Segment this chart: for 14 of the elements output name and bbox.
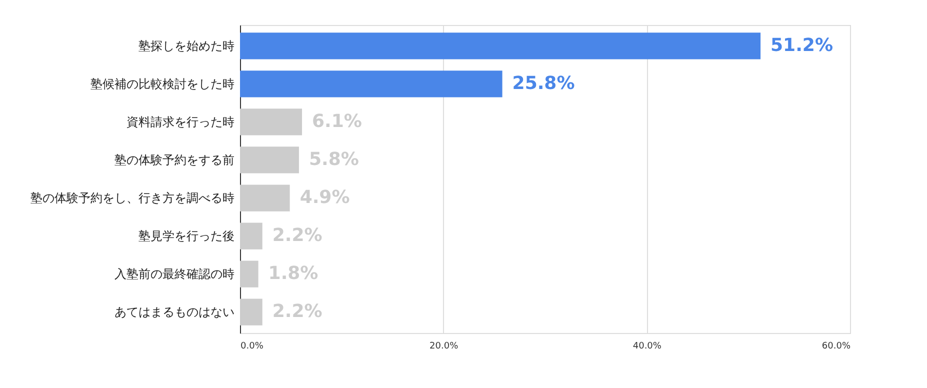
x-tick-label: 0.0% bbox=[240, 342, 264, 352]
y-tick-label: 塾の体験予約をし、行き方を調べる時 bbox=[30, 191, 234, 206]
y-tick-label: 資料請求を行った時 bbox=[126, 114, 234, 129]
y-tick-label: 塾探しを始めた時 bbox=[138, 38, 234, 53]
y-tick-label: あてはまるものはない bbox=[114, 305, 234, 320]
y-tick-label: 塾見学を行った後 bbox=[138, 229, 234, 244]
y-tick-label: 塾候補の比較検討をした時 bbox=[90, 76, 234, 91]
x-tick-label: 40.0% bbox=[632, 342, 662, 352]
y-tick-label: 塾の体験予約をする前 bbox=[114, 152, 234, 167]
data-label: 25.8% bbox=[512, 72, 575, 94]
data-label: 51.2% bbox=[770, 34, 833, 56]
x-tick-label: 60.0% bbox=[822, 342, 851, 352]
y-tick-label: 入塾前の最終確認の時 bbox=[114, 267, 234, 282]
x-tick-label: 20.0% bbox=[430, 342, 459, 352]
